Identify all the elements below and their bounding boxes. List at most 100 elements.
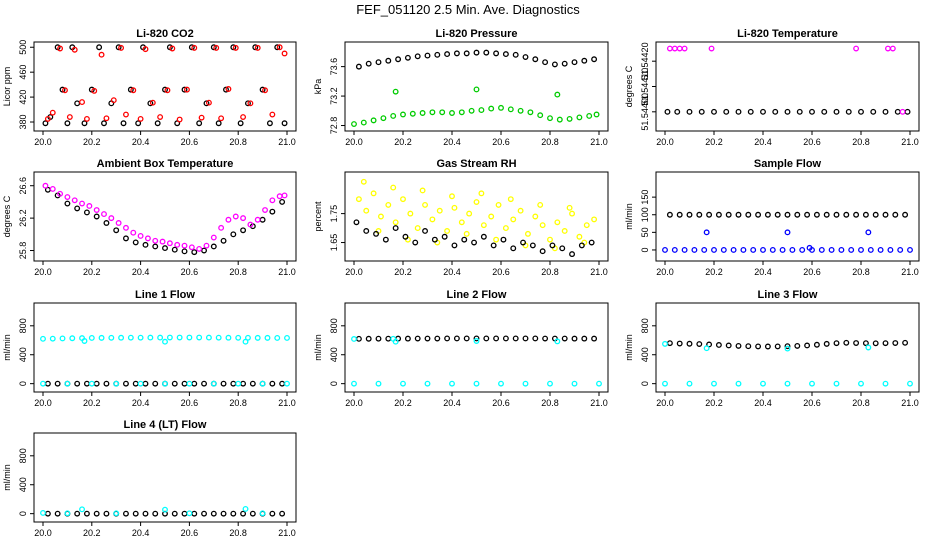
x-tick-label: 20.6	[803, 398, 821, 408]
y-tick-label: 0	[640, 247, 650, 252]
data-point	[571, 59, 578, 66]
data-point	[865, 344, 872, 351]
data-point	[169, 45, 176, 52]
data-point	[576, 233, 583, 240]
x-tick-label: 20.8	[229, 398, 247, 408]
x-tick-label: 20.4	[754, 267, 772, 277]
data-point	[159, 238, 166, 245]
data-point	[164, 87, 171, 94]
data-point	[833, 108, 840, 115]
data-point	[196, 334, 203, 341]
x-tick-label: 21.0	[901, 398, 919, 408]
data-point	[715, 211, 722, 218]
data-point	[843, 339, 850, 346]
data-point	[247, 221, 254, 228]
data-point	[49, 186, 56, 192]
series-red	[44, 44, 288, 123]
data-point	[40, 509, 46, 516]
data-point	[88, 380, 95, 387]
data-point	[764, 211, 771, 218]
panel-7: Line 1 Flow ml/min 20.0 20.2 20.4 20.6 20.8 21.…	[2, 289, 297, 408]
data-point	[764, 343, 771, 350]
data-point	[490, 242, 497, 249]
data-point	[242, 506, 249, 512]
data-point	[91, 87, 98, 94]
data-point	[711, 247, 717, 253]
data-point	[392, 88, 399, 95]
data-point	[735, 380, 742, 387]
x-tick-label: 20.4	[132, 267, 150, 277]
x-tick-label: 20.8	[229, 528, 247, 538]
data-point	[424, 335, 431, 342]
data-point	[547, 115, 553, 122]
data-point	[186, 510, 193, 517]
data-point	[473, 49, 480, 56]
data-point	[774, 211, 781, 218]
data-point	[74, 205, 81, 212]
data-point	[40, 335, 46, 342]
data-point	[176, 116, 183, 123]
series-cyan	[40, 506, 266, 517]
data-point	[583, 222, 590, 229]
x-tick-label: 20.6	[492, 267, 510, 277]
y-tick-label: 73.2	[329, 87, 339, 105]
data-point	[74, 380, 81, 387]
data-point	[838, 247, 845, 253]
y-tick-label: 26.6	[18, 177, 28, 195]
data-point	[794, 211, 801, 218]
data-point	[750, 247, 757, 253]
data-point	[493, 236, 500, 243]
data-point	[196, 245, 203, 252]
y-axis-label: ml/min	[2, 334, 12, 361]
data-point	[130, 229, 137, 236]
data-point	[245, 100, 251, 107]
y-tick-label: 0	[18, 381, 28, 386]
data-point	[103, 220, 110, 226]
data-point	[747, 108, 754, 115]
data-point	[64, 194, 71, 201]
panel-4: Ambient Box Temperature degrees C 20.0 20.2…	[2, 158, 297, 277]
data-point	[171, 380, 178, 387]
data-point	[439, 109, 446, 116]
data-point	[402, 233, 409, 240]
panel-title: Ambient Box Temperature	[97, 158, 234, 170]
x-tick-label: 20.2	[705, 267, 723, 277]
data-point	[365, 335, 372, 342]
x-tick-label: 20.8	[852, 398, 870, 408]
data-point	[118, 334, 125, 341]
y-tick-label: 400	[329, 347, 339, 362]
data-point	[537, 112, 544, 119]
x-tick-label: 21.0	[590, 137, 608, 147]
data-point	[98, 51, 105, 58]
data-point	[569, 251, 575, 258]
data-point	[59, 86, 66, 93]
data-point	[512, 335, 519, 342]
data-point	[414, 335, 421, 342]
data-point	[789, 247, 796, 253]
data-point	[422, 228, 428, 234]
data-point	[848, 247, 855, 253]
data-point	[662, 247, 668, 253]
data-point	[725, 211, 732, 218]
data-point	[123, 380, 129, 387]
data-point	[809, 380, 815, 387]
panel-title: Li-820 Temperature	[737, 28, 838, 40]
data-point	[745, 343, 752, 350]
series-black	[44, 186, 286, 256]
x-tick-label: 20.6	[492, 137, 510, 147]
series-cyan	[662, 340, 913, 387]
data-point	[708, 45, 715, 52]
data-point	[375, 380, 382, 387]
data-point	[201, 380, 207, 387]
data-point	[269, 380, 276, 387]
y-axis-label: ml/min	[2, 464, 12, 491]
x-tick-label: 20.0	[345, 137, 363, 147]
x-tick-label: 20.6	[181, 528, 199, 538]
data-point	[507, 196, 514, 203]
data-point	[360, 178, 367, 185]
data-point	[681, 247, 688, 253]
data-point	[799, 247, 806, 253]
x-tick-label: 20.2	[394, 137, 412, 147]
data-point	[569, 210, 575, 217]
data-point	[823, 211, 830, 218]
